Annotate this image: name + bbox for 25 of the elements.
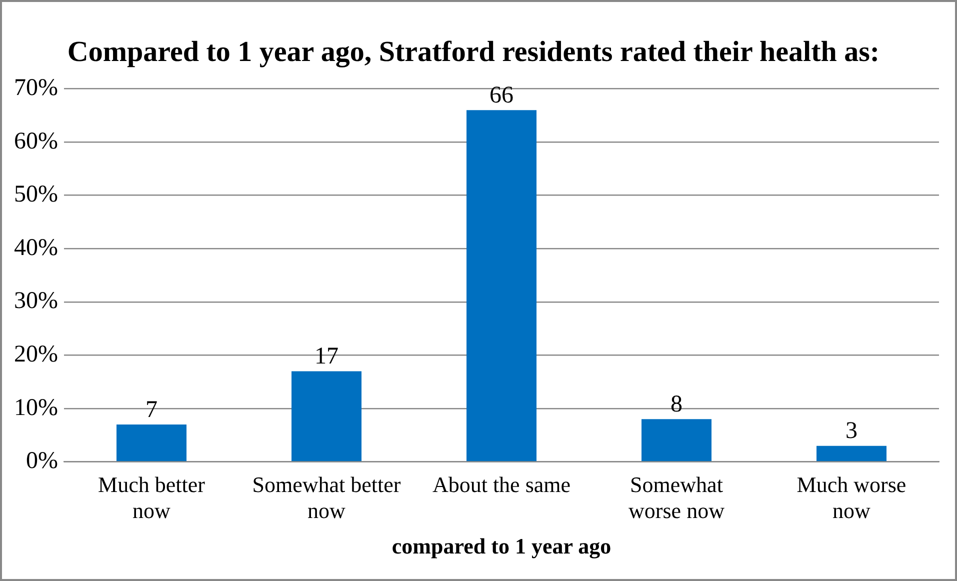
x-tick-label: Much better now — [98, 472, 206, 524]
bar — [466, 110, 536, 462]
y-tick-label: 60% — [14, 128, 58, 154]
y-tick-label: 40% — [14, 234, 58, 261]
bar — [641, 419, 712, 462]
x-tick-label: Much worse now — [796, 472, 906, 524]
x-axis-title: compared to 1 year ago — [392, 533, 612, 558]
data-label: 66 — [489, 82, 514, 108]
data-label: 3 — [846, 418, 858, 444]
data-label: 17 — [314, 344, 338, 370]
x-tick-label: Somewhat better now — [252, 472, 402, 524]
y-tick-label: 0% — [26, 448, 58, 474]
data-label: 7 — [145, 396, 158, 423]
y-tick-label: 20% — [14, 342, 58, 368]
chart-title: Compared to 1 year ago, Stratford residents rated their health as: — [67, 36, 880, 68]
y-tick-label: 50% — [14, 182, 58, 208]
y-tick-label: 30% — [14, 288, 58, 314]
y-tick-label: 70% — [14, 75, 58, 102]
x-tick-label: About the same — [432, 472, 571, 497]
data-label: 8 — [670, 391, 682, 418]
bar — [291, 371, 362, 462]
bar — [116, 424, 186, 462]
x-tick-label: Somewhat worse now — [628, 472, 725, 524]
bar — [816, 446, 886, 462]
y-tick-label: 10% — [14, 394, 58, 421]
